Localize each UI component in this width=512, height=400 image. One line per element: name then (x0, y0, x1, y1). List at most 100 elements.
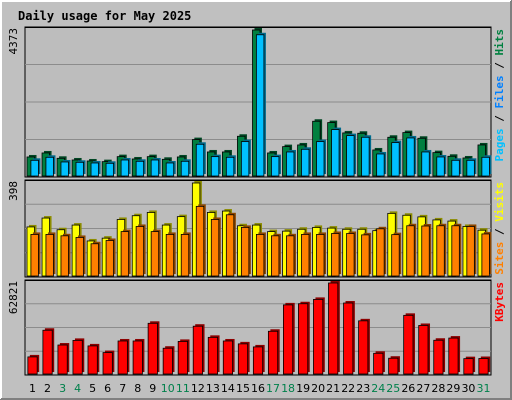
bar-sites-day-3 (60, 235, 69, 277)
bar-pages-day-12 (195, 143, 205, 177)
day-label: 11 (176, 382, 190, 395)
day-label: 18 (281, 382, 295, 395)
bar-sites-day-10 (165, 234, 175, 277)
day-label: 27 (416, 382, 430, 395)
day-label: 1 (29, 382, 36, 395)
bar-sites-day-20 (316, 234, 325, 277)
bar-sites-day-30 (466, 226, 475, 277)
bar-pages-day-2 (45, 156, 54, 177)
day-label: 19 (296, 382, 310, 395)
bar-pages-day-1 (30, 159, 39, 177)
day-label: 26 (401, 382, 415, 395)
bar-pages-day-18 (286, 151, 295, 177)
bar-sites-day-12 (195, 205, 205, 277)
bar-sites-day-6 (105, 240, 114, 277)
bar-sites-day-19 (301, 234, 310, 277)
bar-pages-day-6 (105, 162, 114, 177)
day-label: 24 (371, 382, 385, 395)
bar-pages-day-16 (255, 34, 265, 177)
bar-kbytes-day-1 (27, 356, 38, 375)
legend-entry: Hits (493, 29, 506, 56)
day-label: 25 (386, 382, 400, 395)
bar-kbytes-day-31 (478, 358, 489, 375)
bar-kbytes-day-2 (42, 329, 53, 375)
bar-pages-day-7 (120, 159, 130, 177)
bar-kbytes-day-24 (373, 352, 384, 375)
day-label: 10 (161, 382, 175, 395)
bar-sites-day-21 (331, 233, 340, 277)
day-label: 14 (221, 382, 235, 395)
day-label: 12 (191, 382, 205, 395)
bar-kbytes-day-6 (102, 352, 113, 375)
bar-sites-day-15 (240, 226, 250, 277)
bar-pages-day-3 (60, 161, 69, 177)
bar-kbytes-day-11 (177, 341, 188, 375)
day-label: 22 (341, 382, 355, 395)
bar-kbytes-day-5 (87, 345, 98, 375)
bar-kbytes-day-4 (72, 339, 83, 375)
bar-kbytes-day-22 (343, 302, 354, 375)
bar-sites-day-5 (90, 243, 99, 277)
bar-kbytes-day-30 (463, 358, 474, 375)
day-label: 7 (119, 382, 126, 395)
panel-3-legend: KBytes (493, 282, 506, 322)
day-label: 30 (461, 382, 475, 395)
bar-kbytes-day-26 (403, 314, 414, 375)
bar-pages-day-15 (240, 141, 250, 177)
bar-kbytes-day-21 (328, 282, 339, 375)
day-label: 31 (476, 382, 490, 395)
bar-pages-day-22 (346, 135, 355, 177)
bar-sites-day-9 (150, 231, 160, 277)
bar-pages-day-9 (150, 159, 160, 177)
bar-sites-day-4 (75, 237, 84, 277)
bar-pages-day-28 (436, 156, 445, 177)
panel-2-max-label: 398 (7, 181, 20, 201)
day-label: 4 (74, 382, 81, 395)
bar-kbytes-day-27 (418, 325, 429, 375)
panel-3: 62821 KBytes (7, 279, 506, 376)
bar-kbytes-day-17 (267, 330, 279, 375)
day-label: 9 (149, 382, 156, 395)
series-pages (30, 32, 492, 177)
bar-pages-day-5 (90, 162, 99, 177)
legend-entry: Sites (493, 242, 506, 275)
bar-kbytes-day-3 (57, 344, 68, 375)
day-label: 16 (251, 382, 265, 395)
bar-kbytes-day-14 (222, 340, 233, 375)
bar-sites-day-28 (436, 225, 445, 277)
bar-pages-day-14 (225, 156, 235, 177)
bar-sites-day-24 (376, 228, 385, 277)
day-label: 15 (236, 382, 250, 395)
day-label: 23 (356, 382, 370, 395)
bar-sites-day-25 (391, 234, 400, 277)
bar-sites-day-14 (225, 214, 235, 277)
bar-kbytes-day-9 (147, 322, 158, 375)
bar-kbytes-day-10 (162, 347, 173, 375)
series-sites (30, 204, 492, 277)
legend-entry: / (493, 109, 506, 129)
day-label: 21 (326, 382, 340, 395)
legend-entry: KBytes (493, 282, 506, 322)
day-label: 6 (104, 382, 111, 395)
day-label: 3 (59, 382, 66, 395)
bar-kbytes-day-23 (358, 320, 369, 375)
panel-2-legend: Sites / Visits (493, 182, 506, 275)
legend-entry: Visits (493, 182, 506, 222)
legend-entry: / (493, 56, 506, 76)
bar-sites-day-7 (120, 231, 130, 277)
bar-pages-day-11 (180, 160, 190, 177)
bar-pages-day-31 (481, 156, 490, 177)
bar-sites-day-29 (451, 225, 460, 277)
panel-1-legend: Pages / Files / Hits (493, 29, 506, 162)
day-axis-labels: 1 2 3 4 5 6 7 8 9 10 11 12 13 14 15 16 17 18 19 20 21 22 23 24 2… (29, 382, 490, 395)
chart-panels: 4373 Pages / Files / Hits 398 Sites / Visit… (7, 26, 506, 376)
bar-kbytes-day-16 (252, 346, 264, 375)
panel-1: 4373 Pages / Files / Hits (7, 26, 506, 178)
bar-pages-day-27 (421, 151, 430, 177)
bar-kbytes-day-13 (207, 336, 218, 375)
bar-sites-day-16 (255, 234, 265, 277)
bar-kbytes-day-29 (448, 337, 459, 375)
bar-pages-day-26 (406, 137, 415, 177)
